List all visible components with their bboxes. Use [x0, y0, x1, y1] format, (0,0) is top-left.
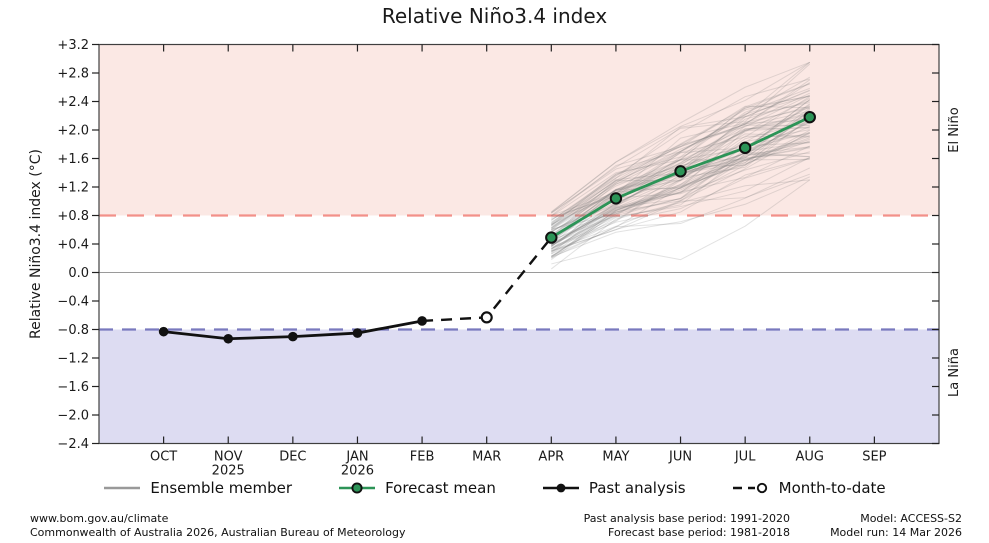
chart-title: Relative Niño3.4 index — [381, 4, 608, 28]
legend-label: Ensemble member — [150, 479, 293, 497]
footer-past-base-period: Past analysis base period: 1991-2020 — [583, 512, 790, 525]
y-tick-label: +1.6 — [57, 152, 89, 167]
y-tick-label: −1.6 — [57, 380, 89, 395]
y-tick-label: +2.8 — [57, 67, 89, 82]
footer-model-block: Model: ACCESS-S2 Model run: 14 Mar 2026 — [830, 512, 962, 539]
x-tick-label: AUG — [796, 450, 824, 465]
ensemble-line-swatch-icon — [104, 486, 141, 490]
y-tick-label: −0.4 — [57, 295, 89, 310]
y-tick-label: +2.4 — [57, 95, 89, 110]
chart-legend: Ensemble member Forecast mean Past analysi… — [0, 479, 989, 497]
y-tick-label: −2.0 — [57, 409, 89, 424]
x-tick-label: JUL — [734, 450, 756, 465]
footer-url: www.bom.gov.au/climate — [30, 512, 169, 525]
y-tick-label: −1.2 — [57, 352, 89, 367]
y-tick-label: +1.2 — [57, 181, 89, 196]
legend-item-past-analysis: Past analysis — [542, 479, 686, 497]
y-tick-label: −0.8 — [57, 323, 89, 338]
mean-line-swatch-icon — [339, 482, 376, 494]
month-to-date-dashed-line — [422, 236, 553, 323]
x-year-label: 2026 — [341, 464, 374, 479]
x-tick-label: MAR — [472, 450, 501, 465]
footer-copyright: Commonwealth of Australia 2026, Australi… — [30, 525, 406, 539]
x-tick-label: DEC — [279, 450, 306, 465]
forecast-mean-marker — [674, 165, 687, 178]
legend-item-forecast-mean: Forecast mean — [338, 479, 496, 497]
footer-base-periods-block: Past analysis base period: 1991-2020 For… — [584, 512, 790, 539]
past-analysis-marker — [352, 328, 363, 338]
forecast-mean-marker — [609, 192, 623, 205]
footer-model-run: Model run: 14 Mar 2026 — [830, 525, 962, 539]
legend-item-ensemble-member: Ensemble member — [103, 479, 292, 497]
past-analysis-marker — [158, 326, 169, 337]
la-nina-band — [99, 329, 939, 444]
y-tick-label: −2.4 — [57, 437, 89, 452]
legend-label: Month-to-date — [778, 479, 886, 497]
forecast-mean-marker — [803, 110, 816, 124]
footer-model: Model: ACCESS-S2 — [860, 512, 962, 525]
past-analysis-marker — [417, 316, 427, 326]
footer-forecast-base-period: Forecast base period: 1981-2018 — [608, 525, 790, 539]
forecast-mean-marker — [545, 231, 558, 244]
y-tick-label: +2.0 — [57, 124, 89, 139]
past-line-swatch-icon — [542, 483, 579, 493]
x-tick-label: JAN — [345, 450, 368, 465]
y-tick-label: +3.2 — [57, 38, 89, 53]
mtd-line-swatch-icon — [732, 482, 767, 494]
past-analysis-marker — [223, 333, 234, 344]
x-tick-label: APR — [538, 450, 564, 465]
legend-label: Past analysis — [588, 479, 686, 497]
x-tick-label: SEP — [862, 450, 886, 465]
y-tick-label: 0.0 — [68, 266, 89, 281]
x-tick-label: MAY — [602, 450, 629, 465]
ensemble-member-lines — [550, 61, 811, 270]
x-year-label: 2025 — [212, 464, 245, 479]
footer-source-block: www.bom.gov.au/climate Commonwealth of A… — [30, 512, 405, 539]
x-tick-label: FEB — [410, 450, 435, 465]
y-tick-label: +0.8 — [57, 209, 89, 224]
y-axis-title: Relative Niño3.4 index (°C) — [28, 149, 44, 339]
month-to-date-marker — [480, 311, 493, 324]
past-analysis-marker — [288, 331, 298, 342]
legend-item-month-to-date: Month-to-date — [732, 479, 886, 497]
region-label-la-ni-a: La Niña — [947, 348, 962, 397]
legend-label: Forecast mean — [385, 479, 496, 497]
y-tick-label: +0.4 — [57, 238, 89, 253]
el-nino-band — [99, 44, 939, 216]
x-tick-label: OCT — [150, 450, 177, 465]
forecast-mean-marker — [738, 141, 752, 155]
region-label-el-ni-o: El Niño — [947, 107, 962, 153]
x-tick-label: NOV — [214, 450, 243, 465]
x-tick-label: JUN — [668, 450, 692, 465]
